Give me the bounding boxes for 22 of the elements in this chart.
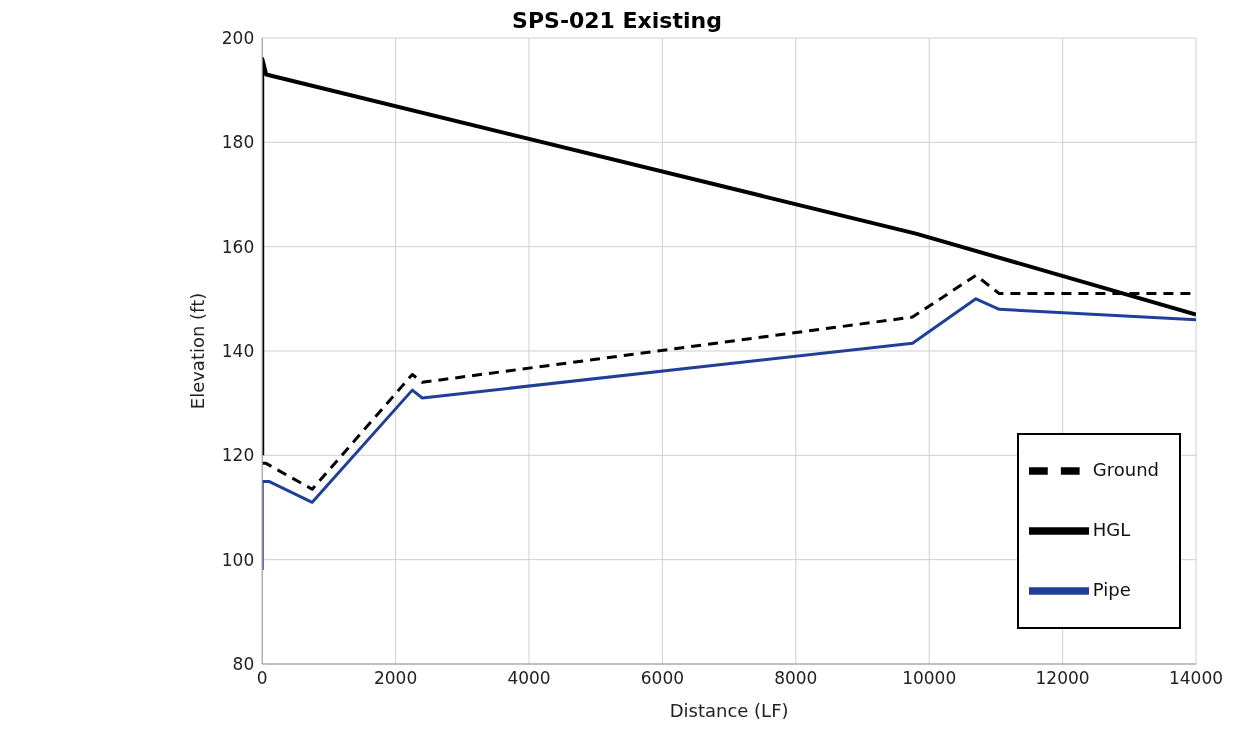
x-tick-label: 0 [256,668,268,689]
y-tick-label: 80 [232,654,255,675]
x-tick-label: 2000 [373,668,418,689]
x-tick-label: 10000 [902,668,957,689]
x-tick-label: 12000 [1035,668,1090,689]
y-tick-label: 140 [221,341,255,362]
x-axis-title: Distance (LF) [669,700,789,721]
y-tick-label: 200 [221,28,255,49]
legend-label: Ground [1092,459,1159,480]
x-tick-label: 6000 [640,668,685,689]
y-tick-label: 180 [221,132,255,153]
line-series [262,297,1196,572]
x-tick-label: 8000 [774,668,818,689]
legend-label: Pipe [1092,579,1131,600]
x-tick-label: 14000 [1168,668,1224,689]
y-tick-label: 160 [221,236,255,257]
y-axis-title: Elevation (ft) [186,292,208,410]
x-tick-label: 4000 [507,668,551,689]
y-tick-label: 120 [221,445,255,466]
y-tick-label: 100 [221,549,255,570]
chart-title: SPS-021 Existing [512,8,722,33]
legend-label: HGL [1092,519,1131,540]
